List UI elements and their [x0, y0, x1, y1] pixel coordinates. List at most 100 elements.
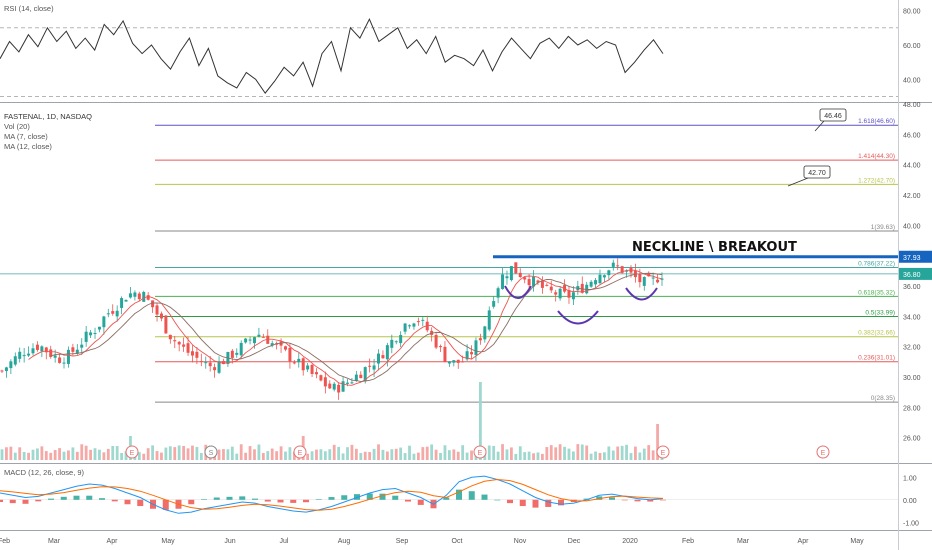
volume-bar [558, 444, 562, 460]
candle-body [394, 341, 398, 343]
candle-body [84, 331, 88, 342]
volume-bar [67, 450, 70, 460]
fib-level-label: 1.414(44.30) [858, 153, 895, 160]
macd-histogram-bar [162, 499, 169, 510]
volume-bar [137, 452, 141, 460]
volume-bar [527, 451, 531, 460]
volume-bar [607, 446, 611, 460]
candle-body [58, 357, 62, 363]
indicator-label-ma12: MA (12, close) [4, 142, 52, 151]
volume-bar [647, 445, 651, 460]
volume-bar [310, 451, 314, 460]
candle-body [625, 270, 629, 272]
candle-body [399, 335, 403, 344]
macd-histogram-bar [596, 496, 603, 500]
macd-line [0, 475, 664, 514]
volume-bar [421, 447, 425, 460]
candle-body [62, 362, 66, 364]
breakout-annotation: NECKLINE \ BREAKOUT [632, 240, 797, 255]
price-tick-label: 34.00 [903, 314, 921, 321]
volume-bar [168, 446, 172, 460]
volume-bar [629, 453, 633, 460]
candle-body [159, 313, 163, 319]
candle-body [611, 262, 615, 267]
candle-body [314, 372, 318, 375]
candle-body [257, 334, 261, 337]
macd-histogram-bar [354, 494, 360, 500]
candle-body [456, 359, 460, 363]
symbol-header: FASTENAL, 1D, NASDAQ [4, 112, 92, 121]
volume-bar [638, 452, 642, 460]
volume-bar [222, 449, 225, 460]
volume-bar [120, 453, 123, 460]
candle-body [514, 262, 518, 274]
target-callout-upper-pointer [814, 120, 825, 132]
volume-bar [412, 453, 416, 460]
candle-body [168, 334, 172, 340]
earnings-marker [125, 445, 139, 459]
volume-bar [439, 452, 442, 460]
volume-bar [89, 449, 92, 460]
candle-body [434, 334, 438, 348]
candle-body [22, 355, 26, 357]
x-tick-label: Aug [338, 538, 351, 545]
volume-bar [124, 451, 128, 460]
candle-body [328, 383, 332, 389]
volume-bar [257, 444, 261, 460]
candle-body [447, 361, 451, 364]
volume-bar [465, 452, 469, 460]
volume-bar [239, 444, 243, 460]
macd-histogram-bar [609, 497, 615, 500]
volume-bar [594, 451, 597, 460]
candle-body [270, 343, 274, 346]
ma-12-line [50, 272, 663, 383]
volume-bar [642, 448, 646, 460]
candle-body [465, 351, 469, 360]
macd-histogram-bar [443, 497, 450, 500]
price-pane: 48.0046.0044.0042.0040.0038.0036.0034.00… [0, 102, 932, 460]
macd-histogram-bar [290, 499, 297, 503]
volume-bar [279, 446, 283, 460]
volume-bar [509, 447, 513, 460]
volume-bar [102, 452, 106, 460]
x-tick-label: Sep [396, 538, 409, 545]
macd-histogram-bar [507, 499, 513, 504]
price-tick-label: 48.00 [903, 102, 921, 109]
volume-bar [505, 449, 509, 460]
volume-bar [13, 452, 17, 460]
volume-bar [620, 445, 624, 460]
earnings-marker [293, 445, 307, 459]
candle-body [106, 313, 110, 315]
macd-tick-label: -1.00 [903, 520, 919, 527]
candle-body [173, 340, 177, 342]
volume-bar [155, 451, 159, 460]
volume-bar [598, 452, 602, 460]
volume-bar [0, 449, 4, 460]
candle-body [49, 349, 53, 357]
price-tick-label: 42.00 [903, 193, 921, 200]
target-callout-upper-box [819, 108, 847, 122]
fib-level-label: 0.236(31.01) [858, 355, 895, 362]
volume-bar [292, 451, 296, 460]
volume-bar [625, 444, 628, 460]
candle-body [642, 277, 646, 286]
candle-body [545, 284, 549, 286]
x-axis: Feb Mar Apr May Jun Jul Aug Sep Oct Nov Dec 2020 Feb… [0, 538, 864, 545]
macd-histogram-bar [417, 499, 424, 505]
head-arc [557, 310, 599, 325]
candle-body [580, 283, 584, 293]
last-price-badge [899, 267, 932, 280]
volume-bar [536, 452, 540, 460]
volume-bar [567, 448, 571, 460]
volume-bar [589, 453, 593, 460]
macd-tick-label: 0.00 [903, 498, 917, 505]
volume-bar [115, 446, 119, 460]
candle-body [80, 344, 84, 348]
price-tick-label: 46.00 [903, 132, 921, 139]
volume-bar [501, 444, 504, 460]
macd-histogram-bar [226, 496, 233, 500]
volume-bar [403, 453, 407, 460]
volume-bar [572, 451, 575, 460]
volume-bar [656, 424, 659, 460]
volume-bar [270, 448, 274, 460]
